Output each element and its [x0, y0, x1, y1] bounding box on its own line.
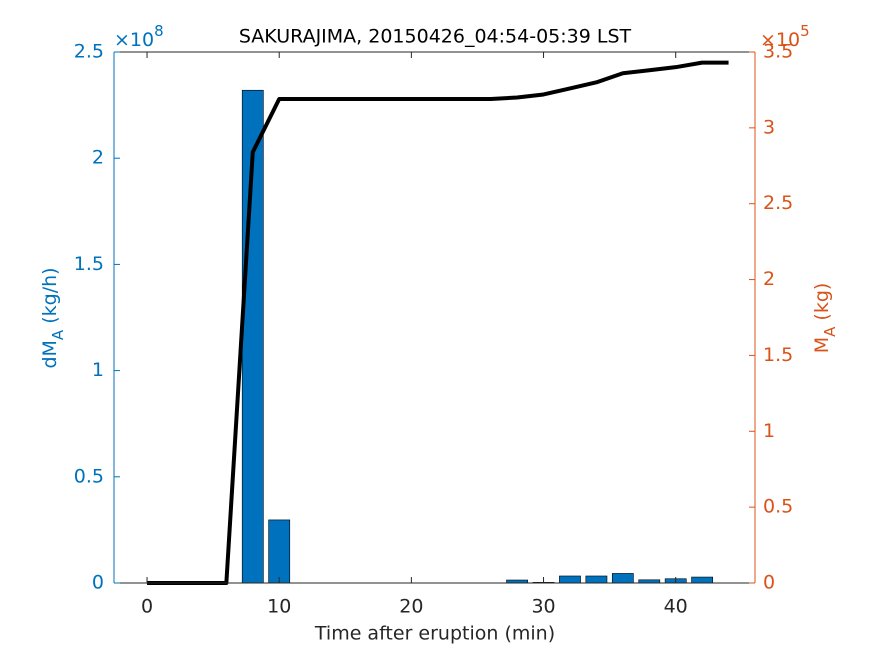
y-label-sub: A [49, 329, 67, 340]
bar [559, 575, 581, 584]
x-tick-label: 30 [531, 596, 555, 618]
x-tick-label: 0 [141, 596, 153, 618]
y2-tick-label: 3.5 [763, 41, 793, 63]
y2-label-main: M [811, 337, 833, 353]
bar [268, 519, 291, 584]
y-exponent: ×108 [114, 22, 164, 51]
y-tick-label: 1 [92, 359, 104, 381]
y2-tick-label: 0 [763, 572, 775, 594]
chart-title: SAKURAJIMA, 20150426_04:54-05:39 LST [239, 26, 632, 48]
y2-label-rest: (kg) [811, 283, 833, 327]
y2-exponent: ×105 [760, 22, 810, 51]
y2-tick-label: 1 [763, 420, 775, 442]
y2-label-sub: A [821, 326, 839, 337]
y-label-main: dM [39, 340, 61, 368]
y2-axis-label: MA (kg) [811, 283, 839, 354]
y2-exponent-base: ×10 [760, 29, 800, 51]
y-exponent-base: ×10 [114, 29, 154, 51]
y-tick-label: 0.5 [74, 465, 104, 487]
y2-exponent-power: 5 [800, 22, 810, 40]
bar [585, 575, 608, 584]
y2-tick-label: 2 [763, 268, 775, 290]
line [147, 60, 729, 585]
x-axis-label: Time after eruption (min) [314, 623, 555, 645]
y-tick-label: 2.5 [74, 41, 104, 63]
y2-tick-label: 3 [763, 116, 775, 138]
y2-tick-label: 2.5 [763, 192, 793, 214]
bar [691, 576, 714, 584]
x-tick-label: 20 [399, 596, 423, 618]
x-tick-label: 40 [664, 596, 688, 618]
y-exponent-power: 8 [154, 22, 164, 40]
y-tick-label: 0 [92, 572, 104, 594]
y-label-rest: (kg/h) [39, 267, 61, 329]
y-tick-label: 2 [92, 147, 104, 169]
y-tick-label: 1.5 [74, 253, 104, 275]
x-tick-label: 10 [267, 596, 291, 618]
y-axis-label: dMA (kg/h) [39, 267, 67, 368]
y2-tick-label: 0.5 [763, 496, 793, 518]
bar [611, 573, 634, 584]
y2-tick-label: 1.5 [763, 344, 793, 366]
